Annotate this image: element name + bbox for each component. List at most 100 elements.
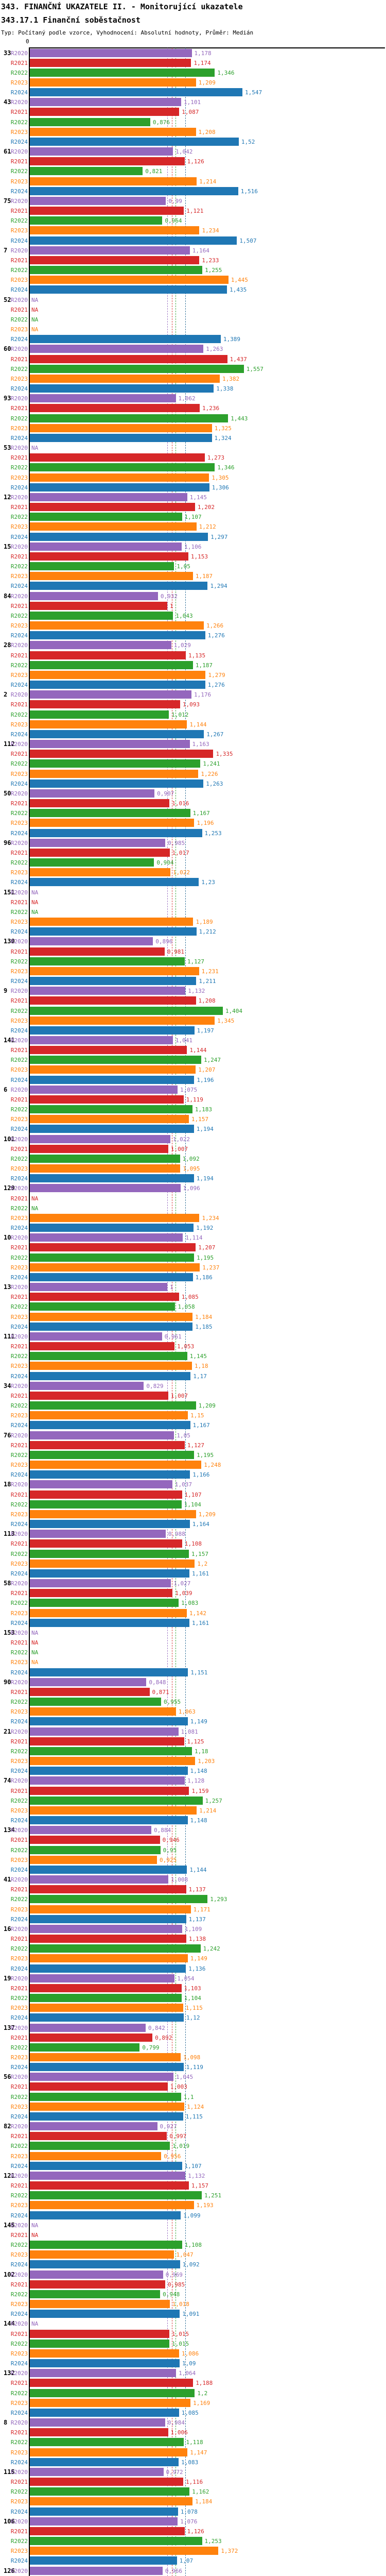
bar-row: R2023 1,305 — [0, 473, 386, 483]
series-label: R2021 — [10, 800, 28, 807]
series-label: R2021 — [10, 849, 28, 856]
bar-value-label: 0,946 — [162, 1837, 180, 1844]
bar-value-label: 1,142 — [189, 1609, 207, 1617]
bar-value-label: 1,132 — [188, 2172, 205, 2179]
series-label: R2024 — [10, 2113, 28, 2120]
bar-row: 145 R2020 NA — [0, 2221, 386, 2230]
bar-row: R2021 1,087 — [0, 107, 386, 117]
bar-row: R2021 1,108 — [0, 1539, 386, 1549]
bar-row: R2023 1,169 — [0, 2398, 386, 2408]
bar-value-label: 1,255 — [205, 267, 222, 274]
series-label: R2022 — [10, 1550, 28, 1557]
bar-r2020 — [30, 1085, 178, 1094]
bar-row: R2023 1,022 — [0, 868, 386, 877]
bar-row: R2023 1,382 — [0, 374, 386, 384]
na-label: NA — [31, 326, 39, 333]
series-label: R2023 — [10, 474, 28, 481]
bar-value-label: 1,335 — [216, 751, 233, 758]
bar-row: R2022 1,107 — [0, 512, 386, 522]
bar-r2020 — [30, 1727, 179, 1736]
bar-row: R2021 1,335 — [0, 749, 386, 759]
bar-value-label: 1,178 — [194, 49, 212, 57]
bar-row: R2021 1,207 — [0, 1243, 386, 1252]
bar-value-label: 1,443 — [231, 415, 248, 422]
group-label: 8 — [4, 2419, 8, 2427]
bar-row: R2022 1,083 — [0, 1598, 386, 1608]
group-label: 53 — [4, 444, 11, 452]
series-label: R2022 — [10, 711, 28, 718]
bar-r2023 — [30, 1065, 196, 1074]
bar-r2023 — [30, 177, 197, 185]
bar-row: R2023 1,445 — [0, 275, 386, 285]
bar-r2024 — [30, 2211, 181, 2219]
series-label: R2021 — [10, 1096, 28, 1103]
bar-r2021 — [30, 1935, 186, 1943]
bar-r2022 — [30, 414, 229, 422]
bar-value-label: 1,202 — [197, 504, 215, 511]
y-axis-line — [29, 47, 30, 2576]
bar-value-label: 1,233 — [202, 257, 219, 264]
bar-value-label: 0,907 — [157, 790, 174, 797]
bar-row: 52 R2020 NA — [0, 295, 386, 305]
bar-r2023 — [30, 276, 229, 284]
bar-r2022 — [30, 1006, 223, 1015]
bar-row: R2023 0,956 — [0, 2151, 386, 2161]
bar-row: R2022 1,108 — [0, 2240, 386, 2250]
series-label: R2021 — [10, 1145, 28, 1153]
bar-r2024 — [30, 433, 212, 442]
series-label: R2024 — [10, 879, 28, 886]
series-label: R2020 — [10, 1827, 28, 1834]
bar-r2022 — [30, 1500, 182, 1509]
bar-value-label: 1,12 — [186, 2014, 200, 2022]
series-label: R2020 — [10, 296, 28, 303]
bar-r2023 — [30, 423, 212, 432]
bar-value-label: 1,196 — [197, 1076, 214, 1083]
bar-r2021 — [30, 2181, 189, 2190]
bar-row: R2023 1,189 — [0, 917, 386, 927]
bar-value-label: 1,092 — [182, 2261, 200, 2268]
bar-value-label: 1,15 — [190, 1412, 204, 1419]
bar-row: R2021 0,985 — [0, 2280, 386, 2290]
bar-row: R2024 1,144 — [0, 1865, 386, 1875]
bar-r2020 — [30, 345, 204, 353]
series-label: R2021 — [10, 504, 28, 511]
bar-r2020 — [30, 1283, 167, 1292]
group-label: 137 — [4, 2024, 15, 2031]
bar-value-label: 1,209 — [198, 1511, 216, 1518]
bar-row: R2021 1,039 — [0, 1588, 386, 1598]
bar-row: R2023 1,142 — [0, 1608, 386, 1618]
bar-value-label: 1,083 — [181, 2459, 199, 2466]
bar-row: R2023 1,212 — [0, 522, 386, 532]
series-label: R2020 — [10, 1975, 28, 1982]
series-label: R2020 — [10, 445, 28, 452]
bar-row: R2021 0,981 — [0, 947, 386, 957]
bar-value-label: 1,104 — [184, 1501, 201, 1508]
series-label: R2022 — [10, 563, 28, 570]
series-label: R2023 — [10, 178, 28, 185]
bar-value-label: 0,842 — [148, 2024, 165, 2031]
bar-row: R2022 1,1 — [0, 2092, 386, 2102]
bar-r2024 — [30, 1421, 190, 1430]
bar-value-label: 1,372 — [221, 2548, 238, 2555]
bar-r2022 — [30, 2092, 181, 2101]
bar-r2024 — [30, 2507, 178, 2516]
bar-row: R2024 1,166 — [0, 1470, 386, 1480]
bar-row: 82 R2020 0,927 — [0, 2122, 386, 2131]
series-label: R2020 — [10, 197, 28, 205]
bar-value-label: 1,171 — [193, 1906, 210, 1913]
bar-value-label: 1,263 — [206, 780, 223, 787]
series-label: R2022 — [10, 2439, 28, 2446]
series-label: R2024 — [10, 2409, 28, 2416]
bar-r2024 — [30, 1914, 186, 1923]
series-label: R2022 — [10, 1007, 28, 1014]
group-label: 151 — [4, 888, 15, 896]
bar-row: 113 R2020 0,988 — [0, 1529, 386, 1539]
bar-r2023 — [30, 1312, 193, 1321]
bar-row: R2022 0,876 — [0, 117, 386, 127]
bar-row: R2024 1,115 — [0, 2112, 386, 2122]
series-label: R2024 — [10, 731, 28, 738]
bar-row: R2024 1,148 — [0, 1766, 386, 1776]
bar-value-label: 1,058 — [178, 1303, 195, 1311]
bar-r2021 — [30, 354, 227, 363]
series-label: R2022 — [10, 760, 28, 768]
